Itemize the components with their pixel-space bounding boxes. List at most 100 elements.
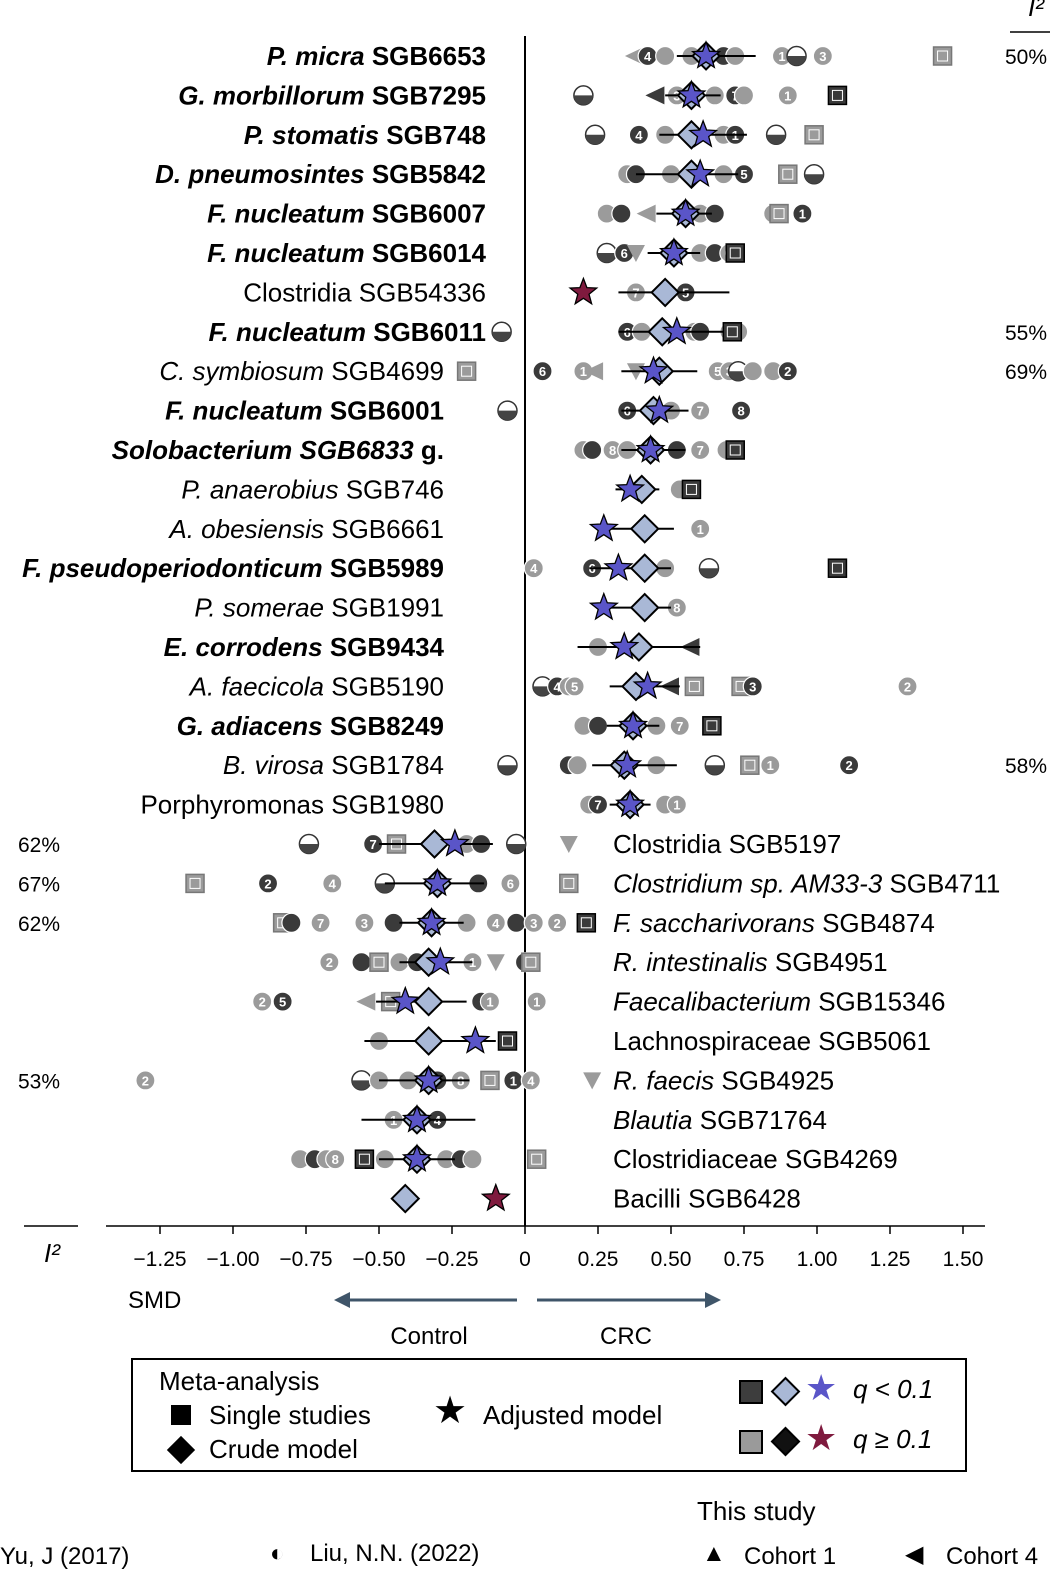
- study-marker: [702, 716, 722, 736]
- study-circle: [628, 124, 649, 145]
- study-marker: [587, 715, 609, 736]
- study-marker: 2: [257, 873, 279, 894]
- study-marker: 1: [526, 991, 547, 1012]
- i2-value: 62%: [18, 913, 60, 936]
- taxon-name: R. intestinalis: [613, 947, 768, 977]
- taxon-name: Clostridia: [613, 829, 722, 859]
- study-marker: [576, 913, 597, 933]
- study-triangle-left: [584, 362, 604, 381]
- study-circle: [669, 715, 690, 736]
- adjusted-star: [632, 670, 663, 700]
- x-tick-label: −0.75: [279, 1248, 332, 1271]
- study-marker: 6: [500, 873, 521, 894]
- taxon-name: D. pneumosintes: [155, 159, 364, 189]
- taxon-name: Porphyromonas: [140, 790, 324, 820]
- study-square-inner: [501, 1035, 513, 1047]
- study-square: [932, 46, 953, 66]
- taxon-label: A. obesiensis SGB6661: [167, 514, 444, 544]
- arrow-control-head: [334, 1292, 350, 1308]
- taxon-label: Bacilli SGB6428: [613, 1184, 801, 1214]
- study-marker: 2: [252, 991, 273, 1012]
- study-number: 4: [530, 561, 538, 576]
- study-square: [684, 676, 705, 697]
- study-number: 4: [554, 679, 562, 694]
- study-marker: [356, 992, 376, 1011]
- adjusted-star: [390, 985, 421, 1015]
- legend-single-studies: Single studies: [209, 1400, 371, 1430]
- taxon-name: P. anaerobius: [181, 474, 338, 504]
- study-circle: [322, 873, 343, 894]
- x-tick-label: 0.50: [651, 1248, 692, 1271]
- study-marker: [596, 242, 618, 264]
- study-marker: [681, 479, 702, 500]
- study-number: 5: [714, 364, 721, 379]
- study-marker: 4: [637, 45, 658, 67]
- study-marker: 4: [523, 558, 544, 579]
- study-number: 4: [492, 916, 500, 931]
- study-marker: [655, 45, 676, 67]
- study-marker: 7: [310, 912, 331, 933]
- taxon-sgb: SGB6014: [365, 238, 487, 268]
- study-marker: [742, 361, 763, 382]
- taxon-label: Clostridia SGB5197: [613, 829, 841, 859]
- study-halfcircle-fill: [705, 765, 725, 775]
- taxon-sgb: SGB5197: [721, 829, 841, 859]
- study-marker: [532, 676, 553, 697]
- study-marker: 1: [503, 1070, 524, 1091]
- taxon-label: B. virosa SGB1784: [223, 750, 444, 780]
- taxon-label: Clostridia SGB54336: [243, 277, 486, 307]
- taxon-name: F. saccharivorans: [613, 908, 815, 938]
- study-marker: [611, 203, 632, 224]
- study-marker: 1: [792, 203, 813, 224]
- study-halfcircle-fill: [585, 134, 605, 145]
- taxon-sgb: SGB6661: [324, 514, 444, 544]
- taxon-sgb: SGB1991: [324, 593, 444, 623]
- taxon-name: Bacilli: [613, 1184, 681, 1214]
- taxon-name: F. nucleatum: [165, 396, 322, 426]
- study-circle: [135, 1070, 156, 1091]
- taxon-label: Blautia SGB71764: [613, 1105, 827, 1135]
- study-number: 3: [361, 916, 368, 931]
- taxon-sgb: SGB54336: [352, 277, 486, 307]
- study-number: 7: [317, 916, 324, 931]
- taxon-label: P. micra SGB6653: [267, 41, 486, 71]
- study-circle: [500, 873, 521, 894]
- taxon-sgb: SGB1784: [324, 750, 444, 780]
- i2-value: 55%: [1005, 322, 1047, 345]
- taxon-label: P. somerae SGB1991: [194, 593, 444, 623]
- study-marker: [486, 954, 505, 972]
- taxon-name: Clostridia: [243, 277, 352, 307]
- taxon-label: F. nucleatum SGB6011: [209, 317, 486, 347]
- taxon-label: Porphyromonas SGB1980: [140, 790, 444, 820]
- x-tick-label: −1.00: [206, 1248, 259, 1271]
- study-circle: [281, 912, 302, 933]
- study-marker: 4: [520, 1070, 541, 1091]
- crude-diamond-icon: [166, 1435, 196, 1465]
- study-circle: [523, 912, 544, 933]
- study-number: 1: [767, 758, 774, 773]
- study-marker: 2: [547, 912, 568, 933]
- taxon-sgb: SGB15346: [811, 987, 945, 1017]
- taxon-name: P. stomatis: [244, 120, 379, 150]
- crude-diamond: [629, 592, 660, 623]
- legend-cohort1: Cohort 1: [744, 1543, 837, 1570]
- study-number: 4: [527, 1073, 535, 1088]
- legend-cohort4: Cohort 4: [946, 1543, 1039, 1570]
- sig-star-icon: ★: [805, 1367, 838, 1408]
- study-number: 2: [259, 995, 266, 1010]
- study-square: [480, 1070, 500, 1091]
- study-halfcircle-fill: [375, 883, 395, 893]
- taxon-label: A. faecicola SGB5190: [188, 671, 444, 701]
- study-triangle-left: [645, 86, 665, 105]
- study-number: 1: [673, 798, 680, 813]
- taxon-name: G. morbillorum: [178, 80, 364, 110]
- study-marker: [722, 322, 743, 342]
- study-circle: [587, 715, 609, 736]
- study-square-inner: [461, 365, 473, 377]
- taxon-label: C. symbiosum SGB4699: [159, 356, 444, 386]
- taxon-sgb: SGB4711: [882, 868, 1000, 898]
- legend-q-sig: q < 0.1: [853, 1374, 934, 1404]
- crude-diamond: [390, 1183, 421, 1214]
- study-circle: [479, 991, 501, 1012]
- taxon-sgb: SGB7295: [365, 80, 486, 110]
